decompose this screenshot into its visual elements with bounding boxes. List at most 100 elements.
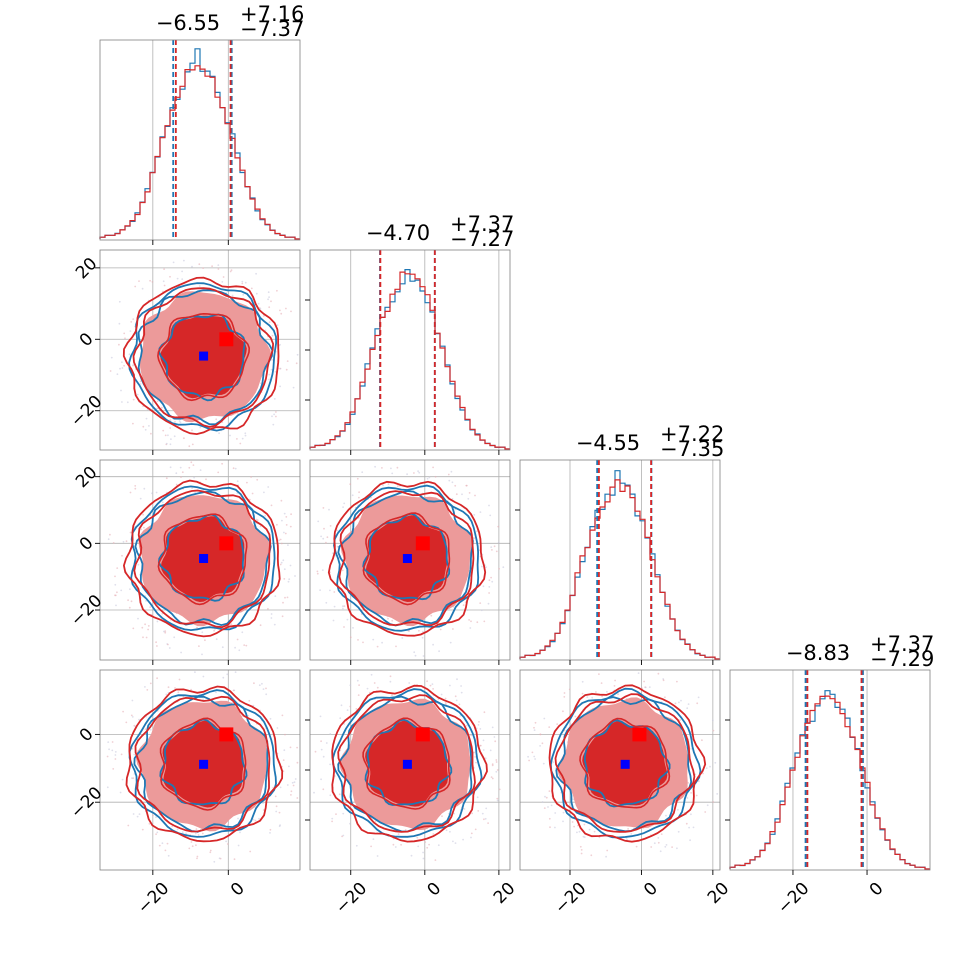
sample-point — [148, 822, 151, 825]
sample-point — [124, 337, 126, 340]
sample-point — [432, 643, 434, 646]
sample-point — [116, 567, 119, 569]
sample-point — [188, 466, 191, 469]
truth-marker — [219, 332, 234, 347]
sample-point — [178, 678, 181, 681]
sample-point — [325, 742, 328, 744]
sample-point — [252, 818, 255, 821]
sample-point — [468, 492, 471, 494]
sample-point — [237, 844, 240, 847]
sample-point — [488, 586, 491, 588]
sample-point — [127, 599, 129, 602]
sample-point — [490, 546, 493, 548]
sample-point — [209, 849, 212, 852]
sample-point — [156, 620, 159, 623]
sample-point — [271, 359, 273, 361]
sample-point — [461, 493, 463, 496]
sample-point — [563, 696, 566, 698]
contour-line-red — [122, 276, 280, 436]
sample-point — [147, 625, 150, 627]
sample-point — [248, 498, 251, 501]
sample-point — [452, 628, 454, 630]
sample-point — [149, 682, 152, 685]
sample-point — [591, 696, 594, 699]
sample-point — [322, 507, 325, 509]
sample-point — [333, 605, 336, 608]
sample-point — [674, 702, 677, 705]
sample-point — [474, 828, 477, 831]
sample-point — [544, 795, 546, 798]
sample-point — [539, 733, 542, 736]
sample-point — [320, 748, 323, 751]
sample-point — [314, 750, 317, 753]
sample-point — [454, 842, 457, 844]
sample-point — [217, 264, 220, 266]
sample-point — [444, 701, 447, 704]
sample-point — [635, 845, 638, 848]
sample-point — [268, 373, 271, 376]
sample-point — [121, 778, 124, 781]
sample-point — [156, 400, 159, 403]
sample-point — [451, 498, 454, 500]
sample-point — [295, 362, 298, 365]
truth-marker — [415, 536, 430, 551]
sample-point — [283, 749, 286, 752]
sample-point — [590, 854, 593, 857]
sample-point — [296, 353, 299, 356]
sample-point — [197, 834, 200, 836]
sample-point — [173, 636, 176, 639]
sample-point — [331, 820, 333, 823]
sample-point — [579, 845, 582, 848]
sample-point — [238, 649, 241, 652]
sample-point — [453, 812, 455, 815]
histogram-panel-3: −8.83 +7.37−7.29 −20 0 — [725, 632, 934, 918]
sample-point — [325, 541, 327, 544]
sample-point — [188, 445, 191, 448]
sample-point — [267, 298, 269, 301]
sample-point — [462, 838, 464, 841]
sample-point — [342, 506, 344, 508]
sample-point — [349, 684, 352, 687]
sample-point — [676, 680, 678, 683]
sample-point — [217, 268, 220, 270]
sample-point — [254, 819, 257, 822]
sample-point — [249, 850, 252, 853]
sample-point — [650, 846, 653, 848]
sample-point — [487, 822, 489, 824]
sample-point — [144, 623, 147, 626]
sample-point — [118, 300, 121, 303]
sample-point — [331, 817, 334, 820]
histogram-panel-1: −4.70 +7.37−7.27 — [305, 212, 514, 455]
sample-point — [465, 724, 468, 727]
sample-point — [290, 794, 292, 796]
sample-point — [648, 686, 651, 688]
sample-point — [231, 294, 234, 297]
sample-point — [222, 676, 225, 679]
sample-point — [273, 413, 275, 416]
sample-point — [276, 324, 279, 326]
y-tick-label: −20 — [67, 783, 107, 823]
sample-point — [107, 538, 110, 541]
sample-point — [335, 813, 337, 815]
sample-point — [239, 831, 241, 834]
sample-point — [470, 836, 472, 839]
sample-point — [285, 524, 288, 526]
sample-point — [332, 619, 335, 622]
sample-point — [479, 728, 482, 730]
sample-point — [392, 843, 395, 846]
sample-point — [581, 680, 584, 683]
sample-point — [144, 728, 147, 730]
sample-point — [332, 552, 334, 554]
sample-point — [372, 638, 375, 641]
title-upper-error: +7.22 — [660, 422, 724, 446]
contour-line-blue — [362, 512, 451, 601]
sample-point — [244, 432, 247, 435]
sample-point — [296, 761, 299, 764]
sample-point — [495, 770, 498, 773]
sample-point — [483, 711, 486, 714]
sample-point — [282, 601, 284, 604]
sample-point — [132, 398, 135, 401]
sample-point — [495, 759, 498, 761]
sample-point — [201, 653, 203, 656]
sample-point — [426, 477, 429, 480]
